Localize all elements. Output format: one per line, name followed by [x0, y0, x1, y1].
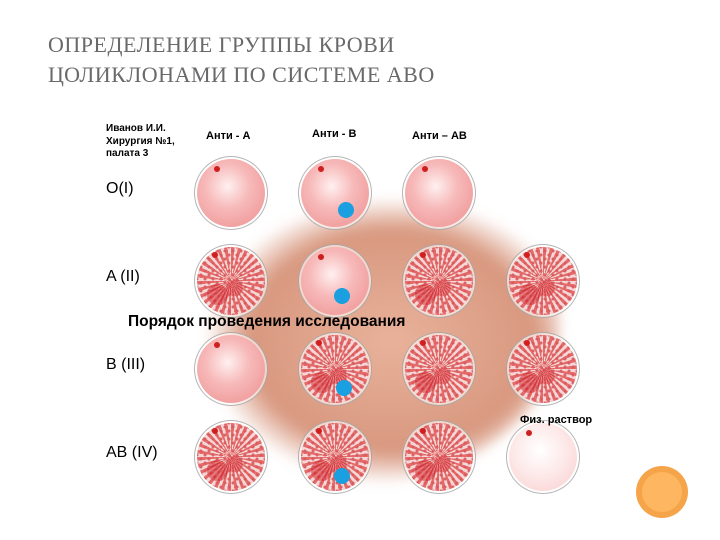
slide-title: ОПРЕДЕЛЕНИЕ ГРУППЫ КРОВИ ЦОЛИКЛОНАМИ ПО … — [48, 30, 435, 89]
well-r2-c2 — [402, 332, 476, 406]
serum-drop-icon — [420, 340, 426, 346]
well-r2-c0 — [194, 332, 268, 406]
well-r2-c1 — [298, 332, 372, 406]
serum-drop-icon — [212, 252, 218, 258]
serum-drop-icon — [316, 428, 322, 434]
well-r3-c2 — [402, 420, 476, 494]
patient-line2: Хирургия №1, — [106, 136, 175, 147]
pointer-dot-icon — [338, 202, 354, 218]
well-r2-c3 — [506, 332, 580, 406]
well-r1-c1 — [298, 244, 372, 318]
decor-circle-icon — [636, 466, 688, 518]
row-header-3: AB (IV) — [106, 444, 158, 462]
serum-drop-icon — [318, 254, 324, 260]
serum-drop-icon — [524, 252, 530, 258]
serum-drop-icon — [212, 428, 218, 434]
serum-drop-icon — [420, 428, 426, 434]
saline-label: Физ. раствор — [520, 414, 592, 426]
row-header-1: A (II) — [106, 268, 140, 286]
patient-line1: Иванов И.И. — [106, 123, 166, 134]
slide-title-line2: ЦОЛИКЛОНАМИ ПО СИСТЕМЕ АВО — [48, 62, 435, 87]
row-header-2: B (III) — [106, 356, 145, 374]
well-r3-c1 — [298, 420, 372, 494]
column-header-2: Анти – АВ — [412, 130, 467, 142]
slide-title-line1: ОПРЕДЕЛЕНИЕ ГРУППЫ КРОВИ — [48, 32, 395, 57]
column-header-1: Анти - В — [312, 128, 356, 140]
serum-drop-icon — [214, 342, 220, 348]
patient-info: Иванов И.И. Хирургия №1, палата 3 — [106, 123, 175, 161]
column-header-0: Анти - А — [206, 130, 250, 142]
serum-drop-icon — [318, 166, 324, 172]
pointer-dot-icon — [336, 380, 352, 396]
overlay-text: Порядок проведения исследования — [128, 313, 405, 331]
serum-drop-icon — [214, 166, 220, 172]
serum-drop-icon — [316, 340, 322, 346]
pointer-dot-icon — [334, 288, 350, 304]
well-r0-c2 — [402, 156, 476, 230]
well-r0-c0 — [194, 156, 268, 230]
serum-drop-icon — [524, 340, 530, 346]
pointer-dot-icon — [334, 468, 350, 484]
serum-drop-icon — [420, 252, 426, 258]
well-r1-c0 — [194, 244, 268, 318]
well-r1-c2 — [402, 244, 476, 318]
well-r3-c0 — [194, 420, 268, 494]
well-r3-c3 — [506, 420, 580, 494]
serum-drop-icon — [422, 166, 428, 172]
row-header-0: O(I) — [106, 180, 134, 198]
well-r0-c1 — [298, 156, 372, 230]
well-r1-c3 — [506, 244, 580, 318]
serum-drop-icon — [526, 430, 532, 436]
patient-line3: палата 3 — [106, 148, 148, 159]
